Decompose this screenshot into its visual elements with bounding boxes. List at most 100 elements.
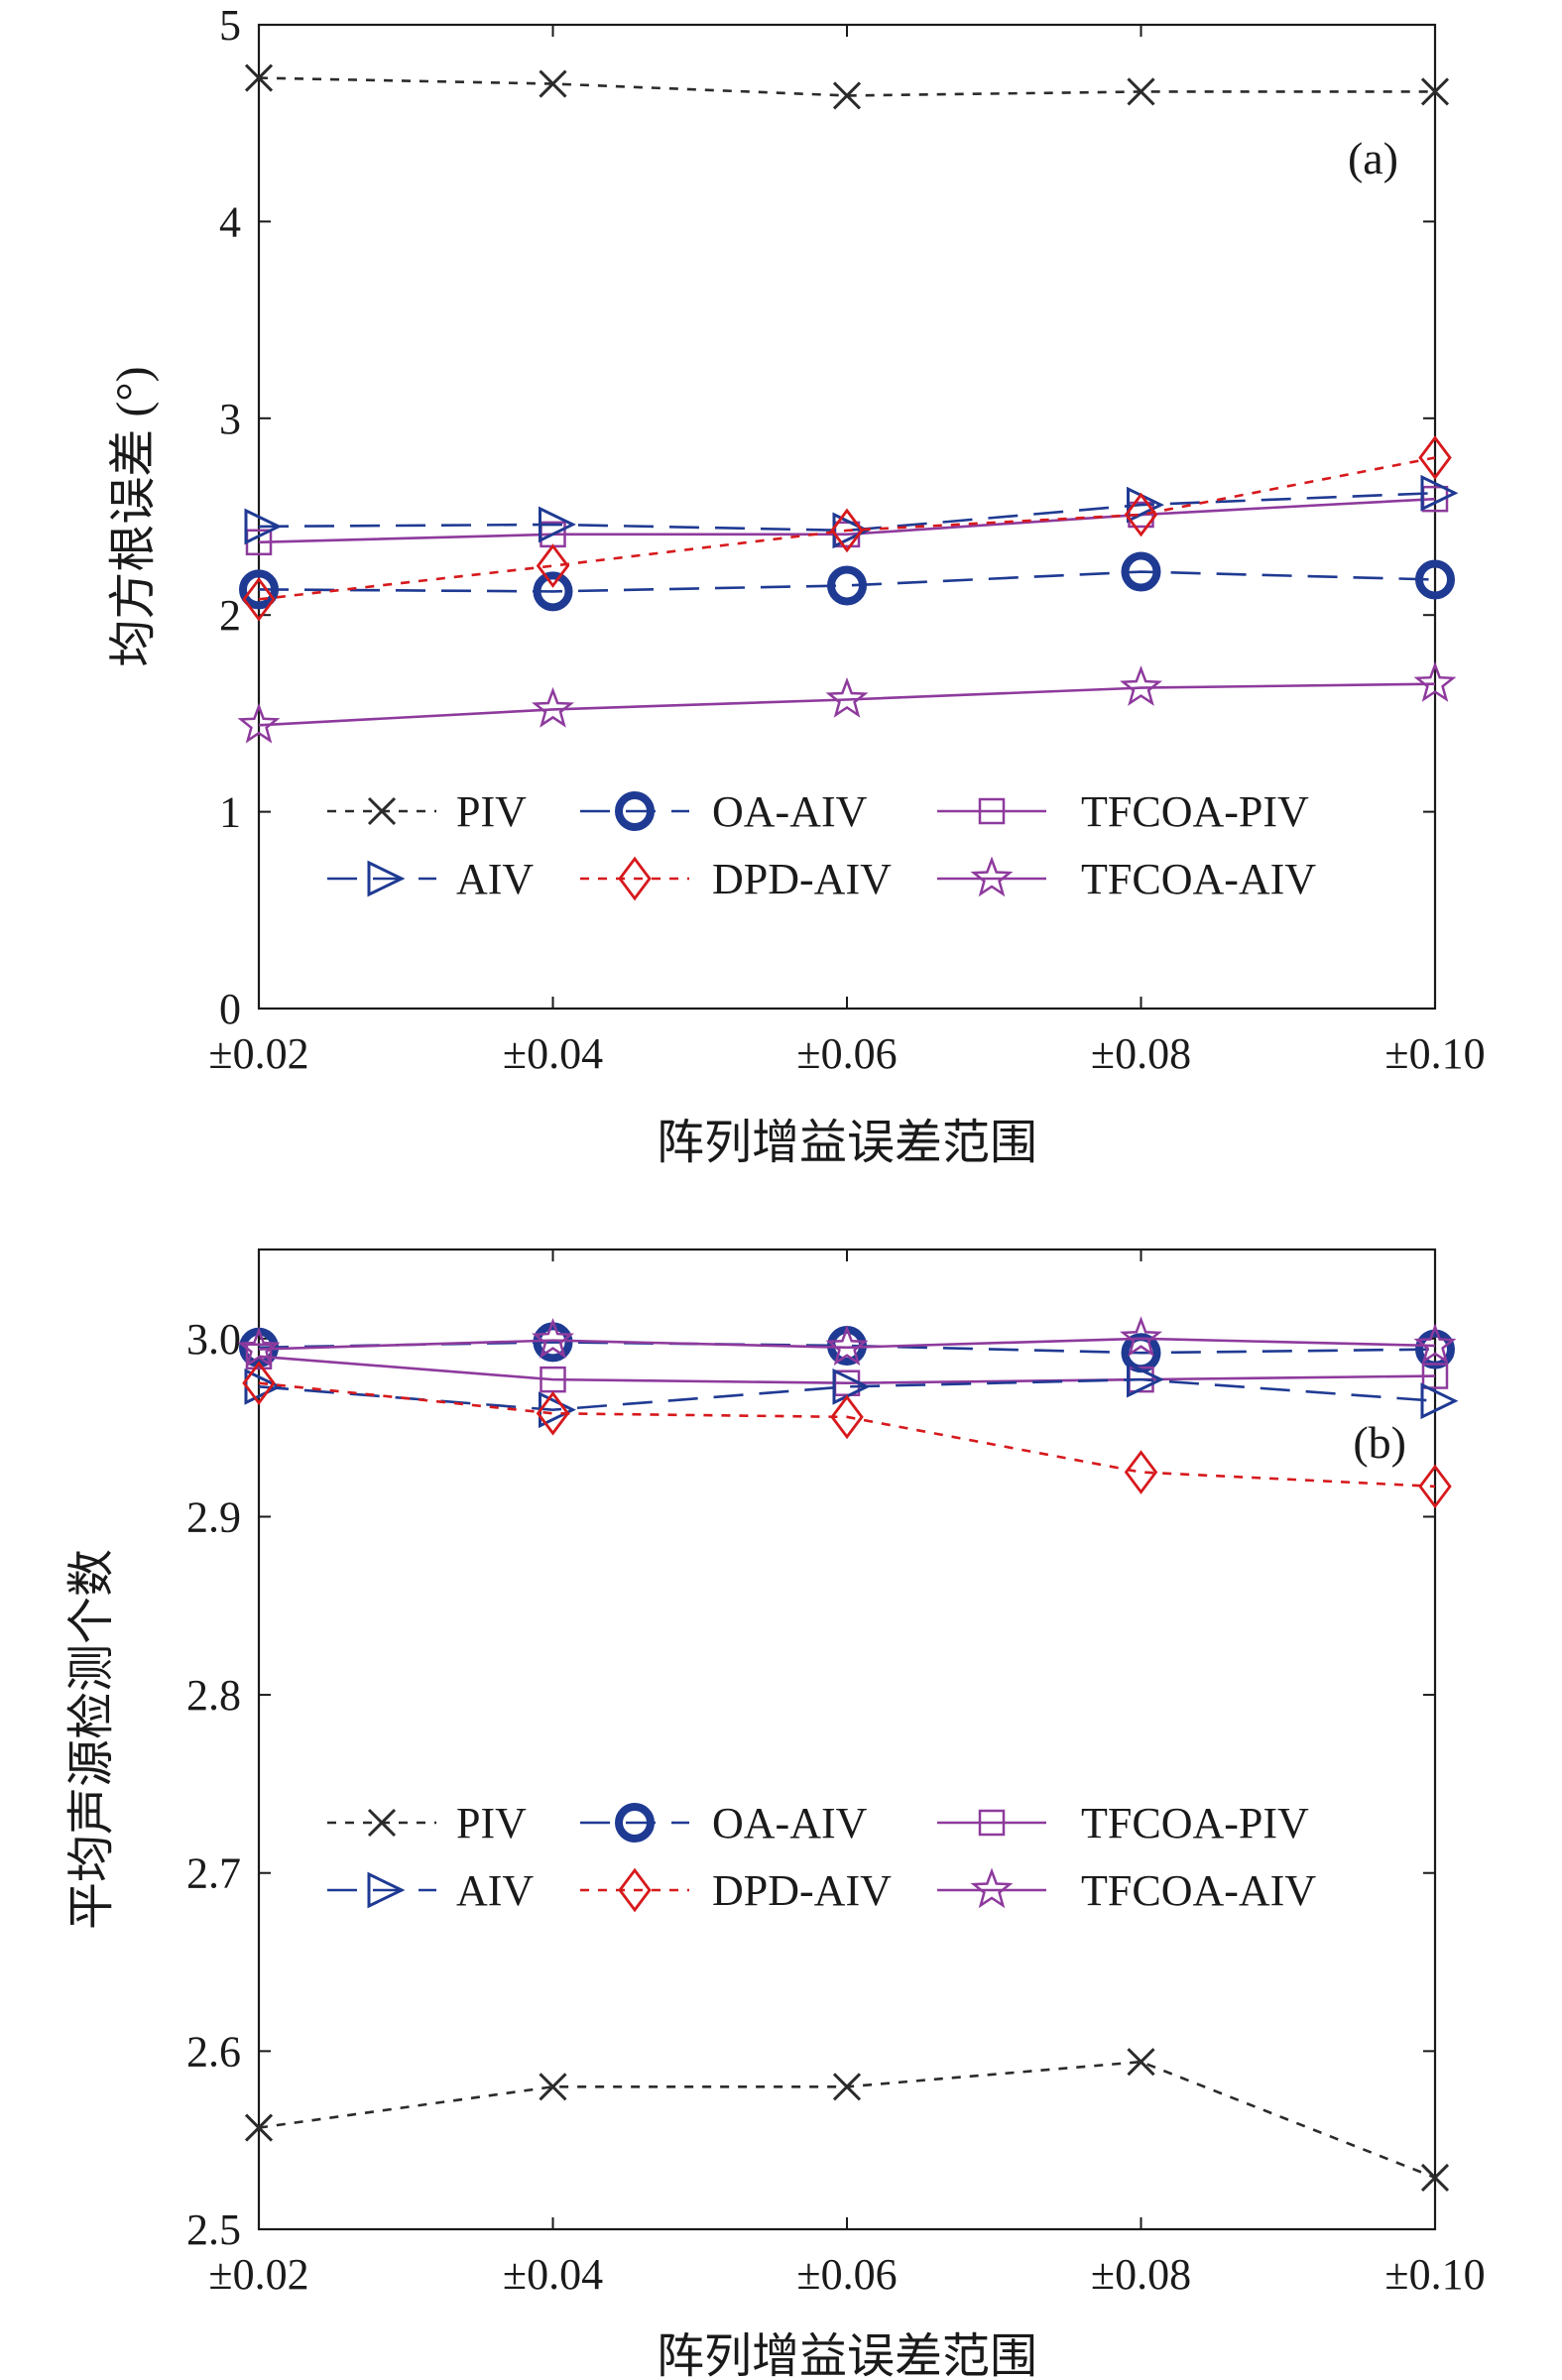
legend-marker-tfcoa-piv [978,797,1006,825]
legend-label-oa-aiv: OA-AIV [712,787,868,836]
point-aiv [1420,474,1459,512]
series-line-tfcoa-piv [258,1355,1436,1385]
point-tfcoa-aiv [532,1318,574,1359]
legend-label-tfcoa-aiv: TFCOA-AIV [1081,1866,1316,1915]
point-aiv [1127,1361,1164,1398]
series-line-dpd-aiv [258,1381,1436,1488]
point-tfcoa-aiv [825,1325,869,1367]
legend-marker-dpd-aiv [618,1867,652,1913]
x-tick-label: ±0.08 [1091,2250,1191,2299]
panel-b: 2.5 2.6 2.7 2.8 2.9 3.0 ±0.02 ±0.04 ±0.06 ±0.08 ±0… [65,1248,1486,2380]
x-tick-label: ±0.04 [503,1029,603,1078]
ticks-b: 2.5 2.6 2.7 2.8 2.9 3.0 ±0.02 ±0.04 ±0.06 ±0.08 ±0… [186,1250,1486,2299]
point-tfcoa-piv [1421,1363,1449,1389]
point-piv [244,2113,274,2142]
series-line-tfcoa-aiv [258,682,1436,727]
x-tick-label: ±0.10 [1384,1029,1485,1078]
point-piv [832,2073,862,2101]
x-tick-label: ±0.02 [208,2250,308,2299]
legend-label-oa-aiv: OA-AIV [712,1799,868,1847]
y-axis-label-b: 平均声源检测个数 [65,1549,118,1930]
legend-label-tfcoa-piv: TFCOA-PIV [1081,787,1309,836]
x-axis-label-a: 阵列增益误差范围 [657,1117,1037,1169]
x-tick-label: ±0.06 [796,2250,897,2299]
panel-a: 0 1 2 3 4 5 ±0.02 ±0.04 ±0.06 ±0.08 ±0.10 (a) 阵列增益… [107,1,1486,1169]
point-tfcoa-aiv [1413,661,1457,702]
point-dpd-aiv [1124,1450,1158,1494]
legend-b: PIV OA-AIV TFCOA-PIV AIV DPD-AIV TFCOA-AIV [327,1799,1316,1915]
legend-label-aiv: AIV [456,1866,534,1915]
y-tick-label: 2.8 [186,1671,241,1720]
point-dpd-aiv [1418,1464,1452,1509]
y-tick-label: 2 [219,591,241,640]
point-dpd-aiv [830,508,864,553]
legend-marker-dpd-aiv [618,856,652,901]
point-dpd-aiv [242,1361,276,1406]
point-aiv [832,512,871,549]
point-dpd-aiv [536,543,570,588]
panel-label-a: (a) [1348,133,1398,183]
point-piv [244,63,274,92]
series-line-tfcoa-aiv [258,1337,1436,1351]
point-oa-aiv [239,569,279,610]
legend-label-dpd-aiv: DPD-AIV [712,1866,892,1915]
point-piv [1420,77,1450,106]
y-tick-label: 5 [219,1,241,50]
point-tfcoa-aiv [1413,1323,1457,1365]
legend-marker-tfcoa-aiv [970,856,1014,897]
legend-marker-piv [367,1808,397,1838]
point-tfcoa-aiv [1120,1316,1162,1358]
series-line-piv [258,76,1435,97]
legend-marker-aiv [367,860,406,897]
series-line-aiv [258,491,1436,533]
point-tfcoa-aiv [237,1327,281,1368]
legend-marker-tfcoa-aiv [970,1867,1014,1909]
x-tick-label: ±0.02 [208,1029,308,1078]
legend-marker-oa-aiv [615,1803,655,1843]
point-aiv [1420,1382,1459,1420]
point-tfcoa-piv [245,1343,273,1370]
y-tick-label: 1 [219,788,241,837]
legend-marker-piv [367,796,397,826]
point-piv [539,2073,567,2101]
point-piv [1420,2163,1450,2192]
legend-label-aiv: AIV [456,855,534,903]
y-axis-label-a: 均方根误差 (°) [107,366,160,666]
series-line-tfcoa-piv [258,497,1436,544]
x-axis-label-b: 阵列增益误差范围 [657,2330,1037,2380]
point-dpd-aiv [830,1394,864,1440]
legend-label-piv: PIV [456,787,527,836]
point-oa-aiv [533,1322,573,1363]
x-tick-label: ±0.08 [1091,1029,1191,1078]
point-dpd-aiv [1124,492,1158,537]
point-tfcoa-aiv [531,686,575,728]
point-dpd-aiv [1418,435,1452,480]
legend-marker-oa-aiv [615,791,655,831]
series-b [237,1316,1459,2192]
y-tick-label: 3.0 [186,1315,241,1364]
point-piv [1127,2048,1155,2077]
point-dpd-aiv [242,576,276,622]
point-tfcoa-aiv [1120,665,1162,706]
y-tick-label: 4 [219,197,241,246]
panel-label-b: (b) [1353,1417,1406,1468]
legend-marker-aiv [367,1871,406,1909]
point-aiv [244,508,283,545]
legend-label-piv: PIV [456,1799,527,1847]
legend-label-dpd-aiv: DPD-AIV [712,855,892,903]
series-line-piv [258,2060,1436,2180]
point-oa-aiv [533,571,573,612]
point-oa-aiv [1121,551,1161,592]
point-piv [539,69,567,98]
point-tfcoa-aiv [237,702,281,744]
series-line-dpd-aiv [258,456,1436,601]
x-tick-label: ±0.04 [503,2250,603,2299]
legend-marker-tfcoa-piv [978,1809,1006,1837]
y-tick-label: 2.7 [186,1849,241,1898]
point-oa-aiv [1415,559,1455,600]
point-piv [1127,77,1155,106]
ticks-a: 0 1 2 3 4 5 ±0.02 ±0.04 ±0.06 ±0.08 ±0.10 [208,1,1485,1078]
y-tick-label: 0 [219,985,241,1033]
point-aiv [832,1368,871,1405]
